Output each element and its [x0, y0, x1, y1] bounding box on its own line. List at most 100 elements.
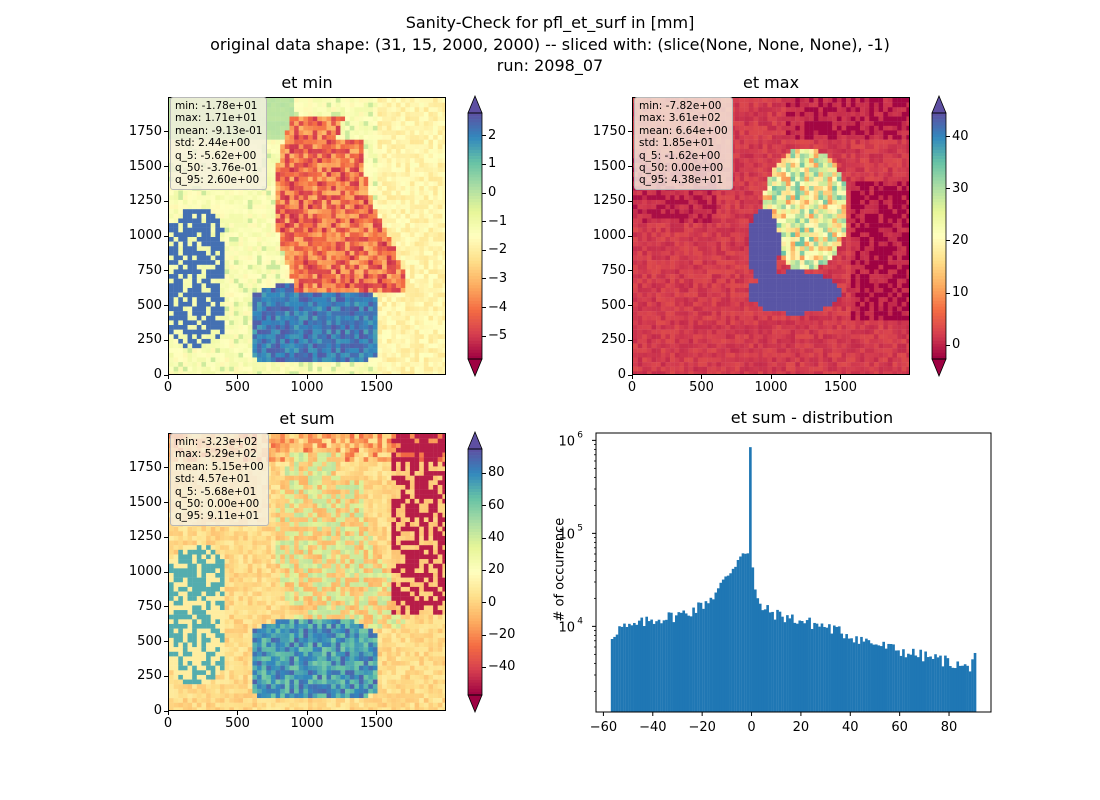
histogram-bar: [941, 666, 945, 712]
histogram-bar: [949, 666, 952, 712]
colorbar-tick-label: −1: [488, 213, 508, 229]
histogram-bar: [645, 616, 648, 712]
histogram-bar: [714, 592, 718, 712]
colorbar-tick-label: 20: [952, 232, 969, 248]
histogram-bar: [855, 636, 858, 712]
y-tick-label: 0: [617, 367, 626, 382]
histogram-bar: [936, 657, 940, 712]
figure-title-line-2: original data shape: (31, 15, 2000, 2000…: [210, 35, 890, 54]
histogram-bar: [879, 646, 883, 712]
histogram-bar: [761, 610, 765, 712]
colorbar-tick-label: −4: [488, 299, 508, 315]
histogram-bar: [847, 638, 851, 712]
histogram-bar: [892, 644, 895, 712]
histogram-bar: [944, 655, 947, 712]
colorbar-tick-mark: [482, 569, 486, 571]
histogram-bar: [956, 661, 960, 712]
colorbar-tick-mark: [946, 188, 950, 190]
x-tick-label: 1000: [290, 716, 324, 731]
x-tick-mark: [770, 375, 772, 379]
histogram-bar: [776, 609, 779, 712]
histogram-bar: [756, 598, 760, 712]
histogram-bar: [736, 559, 740, 712]
y-tick-mark: [164, 270, 168, 272]
histogram-bar: [884, 648, 888, 712]
y-tick-mark: [164, 502, 168, 503]
y-tick-mark: [628, 235, 632, 237]
colorbar-tick-mark: [482, 602, 486, 604]
y-tick-label: 1000: [592, 228, 626, 243]
histogram-bar: [921, 661, 925, 712]
histogram-bar: [889, 644, 893, 712]
y-tick-label: 250: [137, 668, 162, 684]
histogram-y-tick-exponent: 5: [577, 523, 583, 533]
colorbar: [931, 94, 947, 378]
colorbar-tick-mark: [482, 335, 486, 337]
histogram-bar: [877, 645, 881, 712]
colorbar-tick-label: 30: [952, 180, 969, 196]
histogram-bar: [835, 626, 839, 712]
histogram-bar: [657, 619, 661, 712]
y-tick-label: 1000: [128, 564, 162, 579]
colorbar-tick-mark: [482, 249, 486, 251]
histogram-bar: [758, 603, 762, 712]
x-tick-label: 0: [627, 380, 637, 395]
histogram-x-tick-label: −60: [590, 720, 617, 735]
y-tick-mark: [164, 675, 168, 677]
figure-title-line-1: Sanity-Check for pfl_et_surf in [mm]: [405, 13, 695, 32]
histogram-bar: [904, 657, 908, 712]
histogram-bar: [810, 628, 814, 712]
histogram-bar: [899, 655, 903, 712]
histogram-bar: [637, 620, 641, 712]
histogram-x-tick-label: 0: [747, 720, 755, 735]
y-tick-mark: [628, 305, 632, 306]
histogram-bar: [610, 639, 614, 712]
y-tick-mark: [164, 200, 168, 202]
x-tick-mark: [631, 375, 633, 379]
histogram-title: et sum - distribution: [730, 408, 894, 427]
histogram-bar: [702, 608, 705, 712]
colorbar-tick-label: −3: [488, 270, 508, 286]
histogram-x-tick-label: 20: [793, 720, 810, 735]
x-tick-label: 1500: [359, 716, 394, 731]
y-tick-label: 0: [153, 703, 162, 718]
x-tick-mark: [376, 711, 377, 715]
histogram-bar: [768, 612, 772, 712]
colorbar-tick-label: 1: [488, 156, 497, 172]
x-tick-mark: [237, 711, 238, 715]
colorbar-tick-mark: [946, 240, 950, 242]
y-tick-label: 1500: [128, 494, 162, 510]
y-tick-mark: [628, 270, 632, 272]
histogram-bar: [845, 634, 848, 712]
colorbar-tick-label: −5: [488, 328, 508, 344]
x-tick-label: 500: [225, 716, 250, 731]
stats-box: min: -7.82e+00 max: 3.61e+02 mean: 6.64e…: [634, 97, 733, 190]
colorbar-tick-mark: [482, 135, 486, 137]
histogram-bar: [862, 641, 866, 712]
histogram-bar: [613, 636, 616, 712]
histogram-bar: [712, 599, 715, 712]
histogram-y-tick-exponent: 4: [577, 616, 583, 626]
y-tick-label: 1250: [592, 193, 626, 209]
histogram-bar: [860, 636, 863, 712]
histogram-bar: [739, 556, 742, 712]
stats-box: min: -1.78e+01 max: 1.71e+01 mean: -9.13…: [170, 97, 268, 190]
colorbar-tick-mark: [482, 472, 486, 474]
y-tick-label: 1500: [592, 158, 626, 174]
histogram-bar: [679, 612, 683, 712]
colorbar-tick-label: 40: [952, 128, 969, 144]
histogram-bar: [963, 664, 967, 712]
histogram-frame: [595, 432, 992, 713]
histogram-bars: [610, 447, 977, 712]
histogram-bar: [867, 640, 871, 712]
histogram-x-tick-label: 60: [891, 720, 908, 735]
histogram-bar: [630, 625, 634, 712]
histogram-bar: [778, 611, 782, 712]
histogram-bar: [857, 643, 861, 712]
histogram-bar: [882, 641, 885, 712]
colorbar-tick-label: 60: [488, 497, 505, 513]
colorbar-tick-label: 0: [952, 337, 961, 353]
histogram-ylabel: # of occurrence: [552, 517, 568, 622]
x-tick-label: 1500: [359, 380, 394, 395]
colorbar-tick-mark: [482, 634, 486, 636]
